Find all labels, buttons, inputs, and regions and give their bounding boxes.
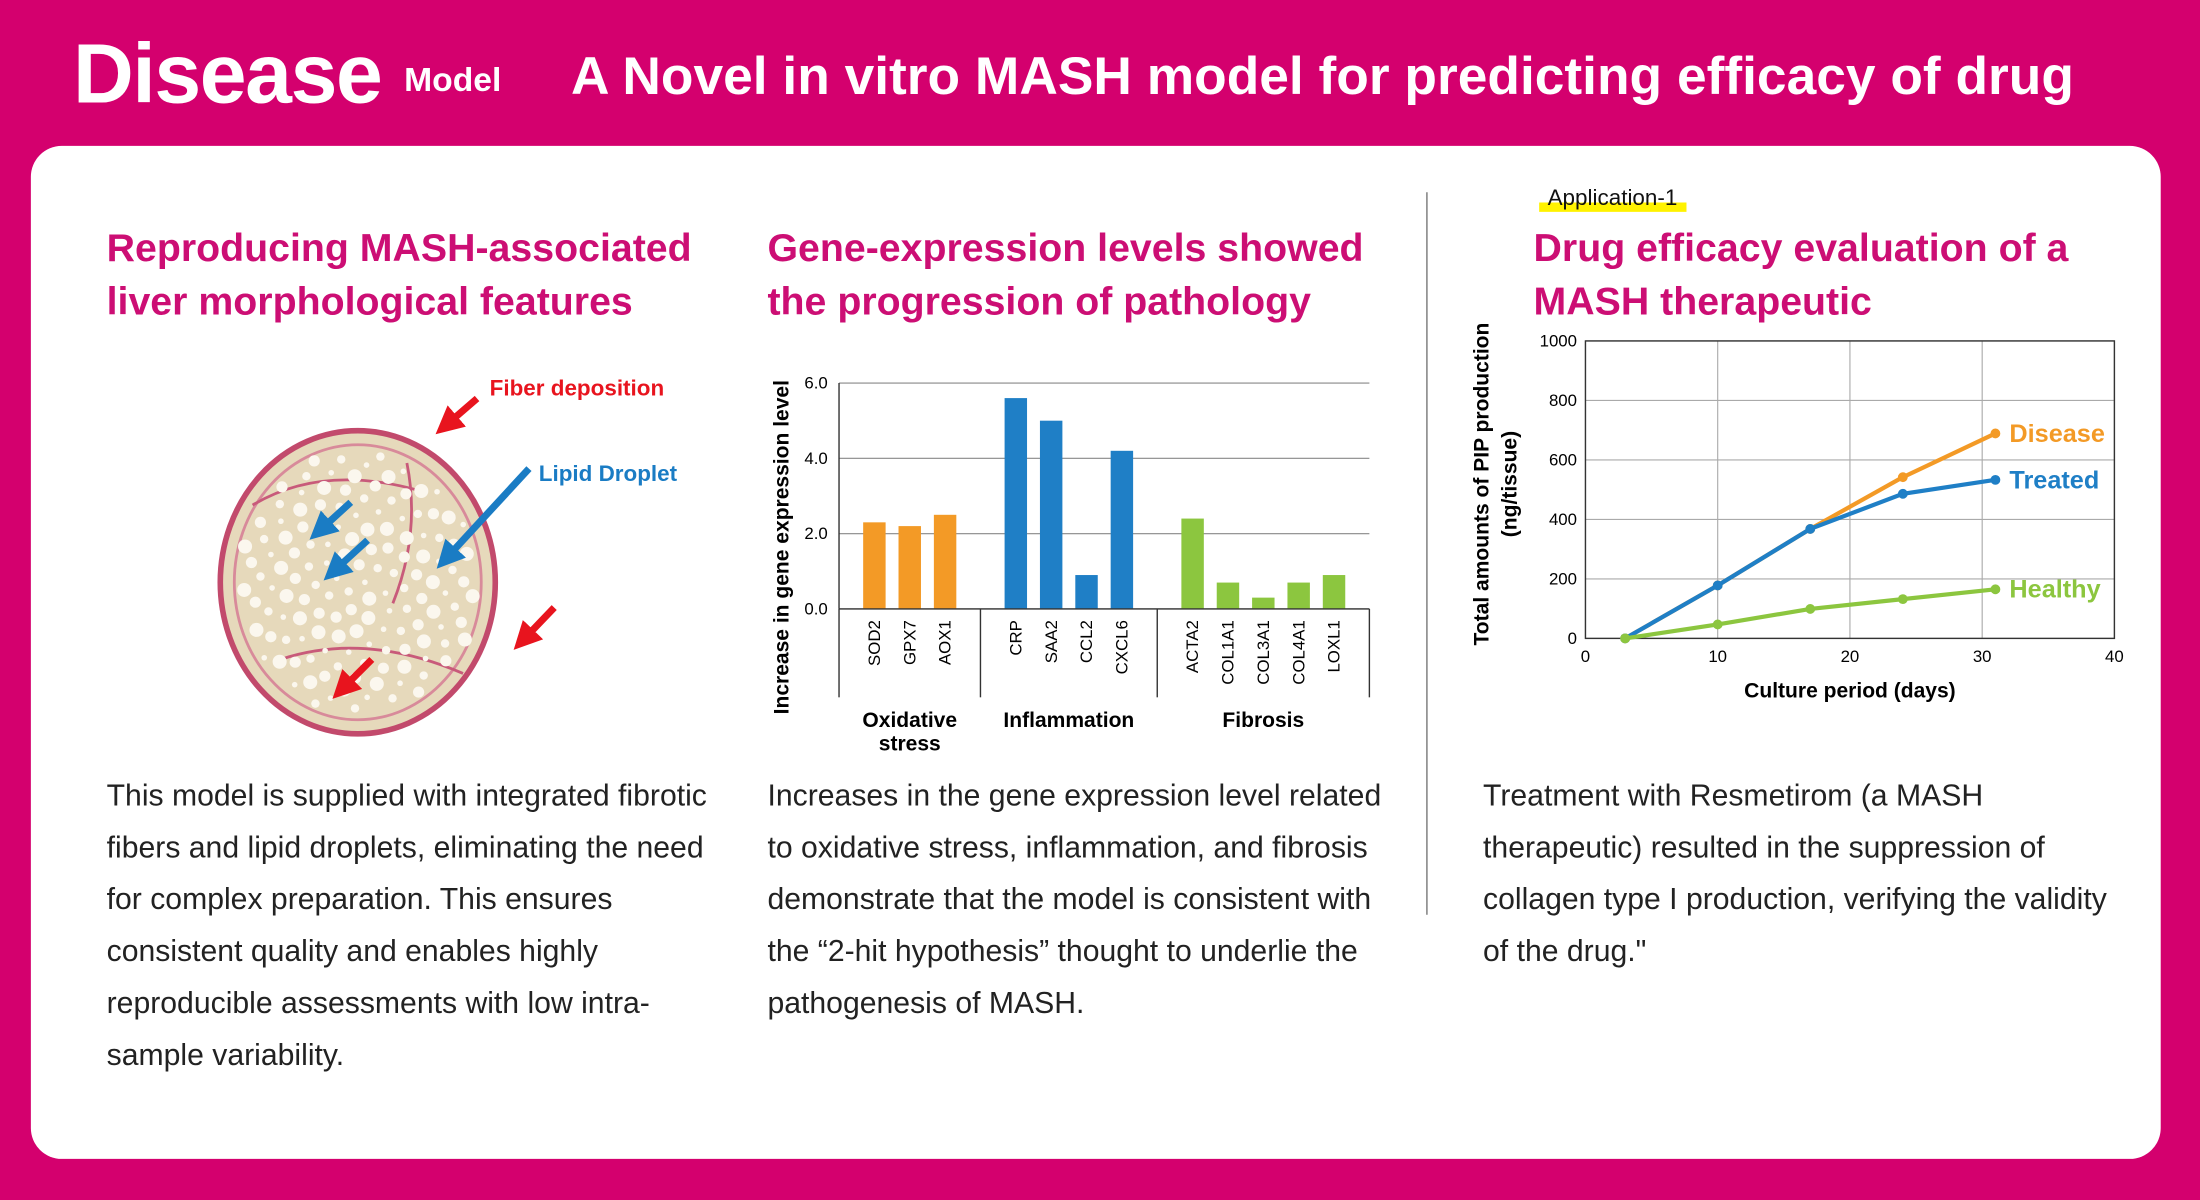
header-subtitle: A Novel in vitro MASH model for predicti… (571, 47, 2074, 107)
series-label: Healthy (2009, 576, 2100, 604)
y-tick-label: 600 (1549, 451, 1577, 470)
data-point (1897, 472, 1908, 483)
y-axis-label: (ng/tissue) (1499, 431, 1522, 537)
y-tick-label: 1000 (1540, 332, 1577, 351)
panel-body: This model is supplied with integrated f… (106, 778, 707, 1072)
panel-heading: Reproducing MASH-associated liver morpho… (106, 225, 692, 323)
y-tick-label: 6.0 (804, 374, 827, 393)
x-tick-label: ACTA2 (1183, 620, 1202, 673)
series-line (1624, 477, 1996, 641)
x-tick-label: AOX1 (936, 620, 955, 665)
data-point (1712, 619, 1723, 630)
panel-heading: Gene-expression levels showed the progre… (767, 225, 1364, 323)
data-point (1805, 604, 1816, 614)
x-tick-label: COL1A1 (1219, 620, 1238, 685)
application-tag: Application-1 (1539, 186, 1686, 212)
header-title: Disease (72, 26, 383, 121)
arrows (309, 395, 557, 699)
y-tick-label: 400 (1549, 510, 1577, 529)
y-tick-label: 0.0 (804, 600, 827, 619)
data-point (1897, 488, 1908, 499)
y-tick-label: 2.0 (804, 524, 827, 543)
x-axis-label: Culture period (days) (1744, 679, 1956, 702)
x-tick-label: SAA2 (1042, 620, 1061, 663)
bar (1181, 518, 1204, 609)
bar (1322, 575, 1346, 609)
x-tick-label: GPX7 (900, 620, 919, 665)
bar (1039, 420, 1063, 609)
panel-heading: Drug efficacy evaluation of a MASH thera… (1533, 225, 2069, 323)
y-tick-label: 4.0 (804, 449, 827, 468)
panel-body: Treatment with Resmetirom (a MASH therap… (1483, 778, 2107, 969)
data-point (1620, 633, 1631, 644)
bar (1216, 582, 1240, 609)
y-axis-label: Total amounts of PIP production (1471, 323, 1494, 646)
data-point (1805, 524, 1816, 534)
x-tick-label: COL4A1 (1289, 620, 1308, 685)
liver-image (217, 427, 499, 737)
bar (1110, 450, 1134, 609)
group-label: Fibrosis (1222, 709, 1304, 732)
x-tick-label: SOD2 (865, 620, 884, 666)
y-tick-label: 200 (1549, 570, 1577, 589)
bar (1287, 582, 1310, 609)
data-point (1990, 474, 2001, 485)
y-tick-label: 800 (1549, 391, 1577, 410)
x-tick-label: 10 (1708, 647, 1727, 666)
y-tick-label: 0 (1568, 629, 1577, 648)
group-label: Oxidative stress (862, 709, 957, 756)
x-tick-label: COL3A1 (1254, 620, 1273, 685)
bar (1252, 597, 1275, 609)
x-tick-label: CCL2 (1077, 620, 1096, 663)
data-point (1990, 428, 2001, 439)
panel-body: Increases in the gene expression level r… (767, 778, 1382, 1021)
bar (898, 526, 921, 609)
bar (863, 522, 886, 609)
x-tick-label: LOXL1 (1325, 620, 1344, 672)
data-point (1712, 580, 1723, 591)
plot-frame (1584, 340, 2116, 640)
x-tick-label: 0 (1581, 647, 1590, 666)
x-tick-label: 20 (1841, 647, 1860, 666)
image-label: Lipid Droplet (539, 461, 678, 486)
x-tick-label: CXCL6 (1112, 620, 1131, 674)
x-tick-label: 40 (2105, 647, 2124, 666)
data-point (1897, 594, 1908, 605)
header-tag: Model (404, 61, 502, 100)
y-axis-label: Increase in gene expression level (771, 380, 794, 714)
series-label: Disease (2009, 420, 2104, 448)
series-label: Treated (2009, 466, 2099, 494)
bar (933, 514, 957, 609)
bar (1075, 575, 1098, 609)
x-tick-label: CRP (1006, 620, 1025, 656)
bar (1004, 398, 1028, 609)
data-point (1990, 584, 2001, 595)
x-tick-label: 30 (1973, 647, 1992, 666)
image-label: Fiber deposition (490, 376, 665, 401)
group-label: Inflammation (1003, 709, 1134, 732)
